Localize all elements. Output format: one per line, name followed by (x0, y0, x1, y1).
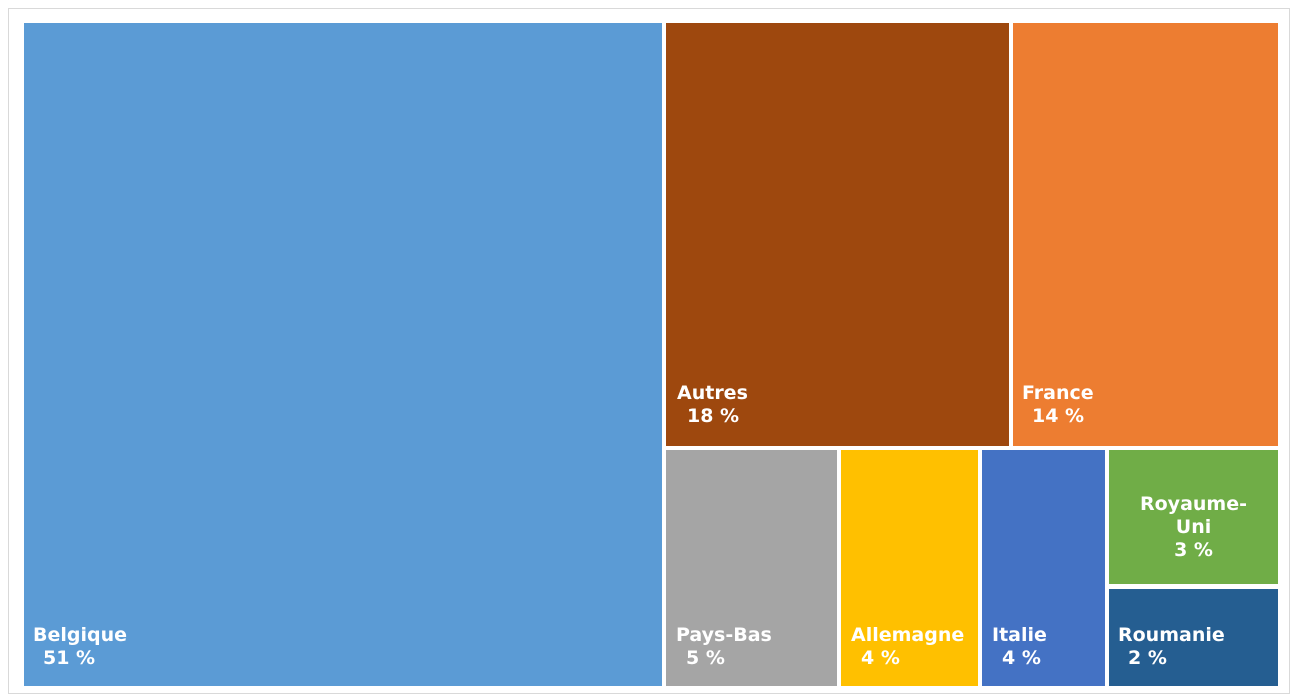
tile-label-italie: Italie 4 % (992, 624, 1047, 670)
tile-name: Royaume- Uni (1140, 493, 1247, 538)
tile-value: 51 % (43, 647, 96, 669)
treemap-tile-pays-bas: Pays-Bas 5 % (666, 450, 837, 686)
tile-value: 18 % (687, 405, 740, 427)
tile-name: Belgique (33, 624, 128, 646)
tile-name: Roumanie (1118, 624, 1225, 646)
tile-label-autres: Autres 18 % (677, 382, 748, 428)
tile-label-allemagne: Allemagne 4 % (851, 624, 964, 670)
tile-value: 4 % (861, 647, 900, 669)
treemap-tile-roumanie: Roumanie 2 % (1109, 589, 1278, 686)
treemap-chart: Belgique 51 % Autres 18 % France 14 % Pays-Bas… (8, 8, 1290, 694)
treemap-tile-allemagne: Allemagne 4 % (841, 450, 978, 686)
treemap-tile-belgique: Belgique 51 % (24, 23, 662, 686)
treemap-tile-italie: Italie 4 % (982, 450, 1105, 686)
tile-name: Allemagne (851, 624, 965, 646)
tile-name: Pays-Bas (676, 624, 772, 646)
tile-name: Autres (677, 382, 748, 404)
tile-label-pays-bas: Pays-Bas 5 % (676, 624, 772, 670)
tile-value: 5 % (686, 647, 725, 669)
tile-name: France (1022, 382, 1094, 404)
treemap-tile-autres: Autres 18 % (666, 23, 1009, 446)
treemap-tile-france: France 14 % (1013, 23, 1278, 446)
tile-value: 3 % (1174, 539, 1213, 561)
tile-label-france: France 14 % (1022, 382, 1094, 428)
treemap-tile-royaume-uni: Royaume- Uni 3 % (1109, 450, 1278, 584)
tile-label-roumanie: Roumanie 2 % (1118, 624, 1225, 670)
tile-name: Italie (992, 624, 1047, 646)
tile-label-belgique: Belgique 51 % (33, 624, 127, 670)
tile-value: 2 % (1128, 647, 1167, 669)
tile-label-royaume-uni: Royaume- Uni 3 % (1109, 493, 1278, 562)
tile-value: 14 % (1032, 405, 1085, 427)
tile-value: 4 % (1002, 647, 1041, 669)
